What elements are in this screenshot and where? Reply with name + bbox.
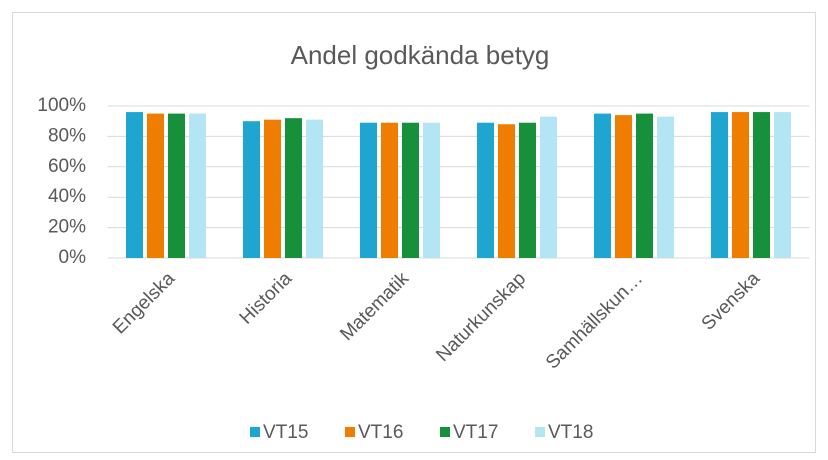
- bar: [423, 122, 440, 258]
- bar: [594, 113, 611, 258]
- bar: [732, 112, 749, 258]
- bar: [540, 116, 557, 258]
- legend-swatch: [345, 427, 355, 437]
- y-tick-label: 100%: [37, 95, 86, 116]
- bar: [402, 122, 419, 258]
- y-tick-label: 0%: [59, 247, 87, 268]
- bar: [306, 119, 323, 259]
- bar: [711, 112, 728, 258]
- legend-label: VT16: [358, 422, 403, 443]
- bar: [774, 112, 791, 258]
- legend-label: VT18: [548, 422, 593, 443]
- legend-label: VT17: [453, 422, 498, 443]
- legend-swatch: [535, 427, 545, 437]
- bar: [264, 119, 281, 259]
- bar: [168, 113, 185, 258]
- legend-swatch: [440, 427, 450, 437]
- bar: [615, 115, 632, 259]
- legend-swatch: [250, 427, 260, 437]
- y-tick-label: 20%: [48, 217, 86, 238]
- chart-title: Andel godkända betyg: [291, 40, 550, 70]
- bar: [147, 113, 164, 258]
- bar: [519, 122, 536, 258]
- bar: [498, 124, 515, 259]
- bar: [189, 113, 206, 258]
- bar: [126, 112, 143, 258]
- bar: [285, 118, 302, 258]
- y-tick-label: 80%: [48, 125, 86, 146]
- bar: [636, 113, 653, 258]
- bar: [381, 122, 398, 258]
- bar: [657, 116, 674, 258]
- y-tick-label: 60%: [48, 156, 86, 177]
- legend-label: VT15: [263, 422, 308, 443]
- bar: [753, 112, 770, 258]
- bar: [477, 122, 494, 258]
- bar: [243, 121, 260, 258]
- y-tick-label: 40%: [48, 186, 86, 207]
- bar: [360, 122, 377, 258]
